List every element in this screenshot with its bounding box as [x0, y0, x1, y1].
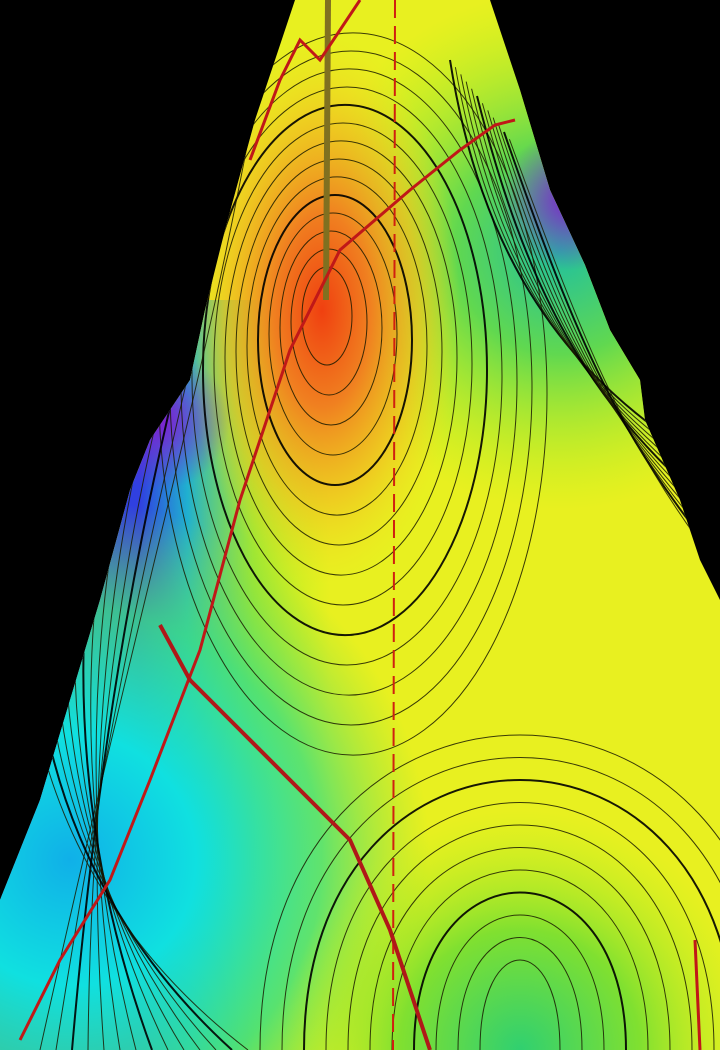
contour-line	[290, 248, 368, 396]
contour-line	[39, 129, 251, 1050]
contour-line	[391, 869, 649, 1050]
contour-line	[191, 86, 503, 666]
contour-line	[281, 757, 720, 1050]
contour-line	[246, 176, 428, 516]
fault	[18, 118, 516, 1041]
contour-line	[457, 937, 583, 1050]
contour-line	[369, 847, 671, 1050]
contour-line	[413, 891, 627, 1050]
contour-line	[279, 230, 383, 426]
fault	[158, 624, 432, 1050]
contour-line	[498, 124, 720, 552]
contour-line	[180, 68, 518, 696]
contour-line	[224, 140, 458, 576]
well	[323, 0, 331, 301]
section-line	[392, 0, 396, 1050]
contour-line	[259, 734, 720, 1050]
contour-line	[268, 212, 398, 456]
contour-line	[508, 139, 720, 570]
contour-line	[487, 110, 720, 534]
contour-line	[303, 779, 720, 1050]
contour-line	[492, 117, 720, 543]
contour-line	[435, 914, 605, 1050]
contour-line	[301, 266, 353, 366]
contour-line	[235, 158, 443, 546]
contour-line	[503, 131, 720, 561]
contour-line	[213, 122, 473, 606]
contour-line	[202, 104, 489, 636]
contour-line	[257, 194, 414, 486]
contour-line	[347, 824, 693, 1050]
fault	[248, 0, 362, 161]
contour-line	[325, 802, 715, 1050]
fault	[693, 939, 702, 1050]
contour-line	[479, 959, 561, 1050]
